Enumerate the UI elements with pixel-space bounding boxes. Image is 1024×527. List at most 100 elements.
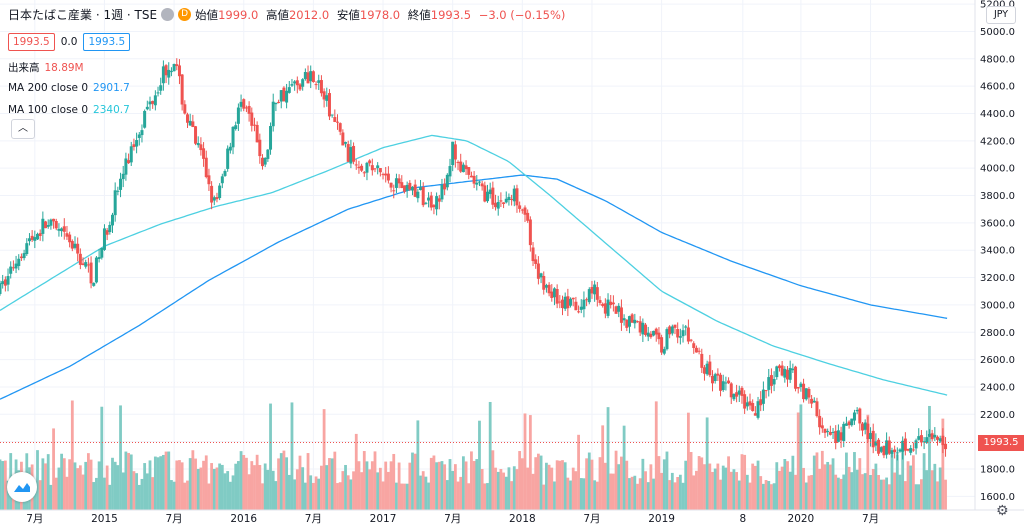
volume-bar xyxy=(753,465,757,510)
candle-body xyxy=(654,328,658,335)
volume-bar xyxy=(46,454,50,510)
candle-body xyxy=(697,350,701,352)
indicator-volume[interactable]: 出来高 18.89M xyxy=(8,60,84,75)
candlesticks xyxy=(0,58,948,461)
candle-body xyxy=(518,205,522,209)
low-value: 1978.0 xyxy=(359,7,401,22)
volume-bar xyxy=(156,457,160,510)
volume-bar xyxy=(301,467,305,510)
volume-bar xyxy=(0,459,2,510)
candle-body xyxy=(378,168,382,173)
volume-bar xyxy=(689,452,693,510)
candle-body xyxy=(869,433,873,439)
time-tick-label: 2015 xyxy=(91,513,118,525)
volume-bar xyxy=(933,463,937,510)
collapse-legend-button[interactable]: ︿ xyxy=(11,119,35,139)
candle-body xyxy=(788,367,792,380)
volume-bar xyxy=(368,469,372,510)
volume-bar xyxy=(555,460,559,510)
candle-body xyxy=(544,285,548,288)
candle-body xyxy=(665,329,669,350)
ma-100-line xyxy=(0,134,948,396)
volume-bar xyxy=(349,479,353,510)
candle-body xyxy=(65,233,69,237)
candle-body xyxy=(223,170,227,176)
volume-bar xyxy=(269,403,272,510)
tradingview-logo-icon[interactable] xyxy=(7,472,37,502)
volume-bar xyxy=(432,455,436,510)
volume-bar xyxy=(467,483,471,510)
volume-bar xyxy=(437,461,441,510)
volume-bars xyxy=(0,400,947,510)
buy-price-button[interactable]: 1993.5 xyxy=(83,33,131,51)
symbol-title[interactable]: 日本たばこ産業 · 1週 · TSE xyxy=(8,8,158,22)
candle-body xyxy=(448,166,452,177)
candle-body xyxy=(17,258,21,267)
candle-body xyxy=(191,121,195,128)
candle-body xyxy=(327,93,331,117)
candle-body xyxy=(306,72,310,84)
delayed-data-badge[interactable]: D xyxy=(178,8,192,21)
volume-bar xyxy=(673,482,677,510)
volume-bar xyxy=(812,455,816,510)
candle-body xyxy=(901,440,905,452)
volume-bar xyxy=(100,406,104,510)
gear-icon[interactable]: ⚙ xyxy=(996,503,1009,519)
candle-body xyxy=(676,329,680,338)
volume-bar xyxy=(767,481,771,510)
volume-bar xyxy=(877,474,880,510)
candle-body xyxy=(57,228,61,231)
indicator-ma100[interactable]: MA 100 close 0 2340.7 xyxy=(8,104,130,116)
candle-body xyxy=(609,301,613,306)
candle-body xyxy=(301,79,305,87)
candle-body xyxy=(204,157,208,178)
volume-bar xyxy=(515,469,519,510)
candle-body xyxy=(19,256,23,259)
candle-body xyxy=(89,262,93,284)
price-tick-label: 2200.0 xyxy=(980,410,1015,421)
volume-bar xyxy=(223,473,227,510)
candle-body xyxy=(121,173,125,180)
candle-body xyxy=(3,279,7,286)
currency-button[interactable]: JPY xyxy=(986,6,1016,24)
volume-bar xyxy=(309,475,313,510)
volume-bar xyxy=(338,482,342,510)
candle-body xyxy=(234,125,238,129)
candle-body xyxy=(807,388,811,398)
candle-body xyxy=(740,387,744,396)
volume-bar xyxy=(191,450,195,510)
volume-bar xyxy=(601,425,605,510)
candle-body xyxy=(887,440,891,454)
candle-body xyxy=(491,187,495,205)
volume-bar xyxy=(411,452,414,510)
time-axis[interactable]: 7月 2015 7月 2016 7月 2017 7月 2018 7月 2019 8 2020 7月 xyxy=(26,513,879,525)
volume-bar xyxy=(748,482,752,510)
volume-bar xyxy=(778,470,781,510)
candle-body xyxy=(587,289,591,303)
volume-bar xyxy=(903,481,907,510)
candle-body xyxy=(309,71,313,82)
volume-bar xyxy=(507,467,511,510)
indicator-ma200[interactable]: MA 200 close 0 2901.7 xyxy=(8,82,130,94)
candle-body xyxy=(504,198,508,203)
candle-body xyxy=(777,365,781,369)
candle-body xyxy=(823,428,827,433)
volume-bar xyxy=(472,461,476,510)
price-tick-label: 3400.0 xyxy=(980,246,1015,257)
volume-bar xyxy=(295,469,299,510)
volume-bar xyxy=(920,479,923,510)
sell-price-button[interactable]: 1993.5 xyxy=(8,33,55,51)
volume-bar xyxy=(196,468,200,510)
candle-body xyxy=(574,301,578,311)
candle-body xyxy=(188,120,192,126)
volume-bar xyxy=(662,459,666,510)
candle-body xyxy=(780,365,784,376)
price-axis[interactable]: 5200.0 5000.0 4800.0 4600.0 4400.0 4200.0 4000… xyxy=(980,0,1015,503)
volume-bar xyxy=(271,470,275,510)
candle-body xyxy=(638,321,642,333)
candle-body xyxy=(721,381,725,391)
candle-body xyxy=(92,282,96,286)
candle-body xyxy=(558,301,562,303)
indicator-label: MA 200 close 0 xyxy=(8,82,89,94)
